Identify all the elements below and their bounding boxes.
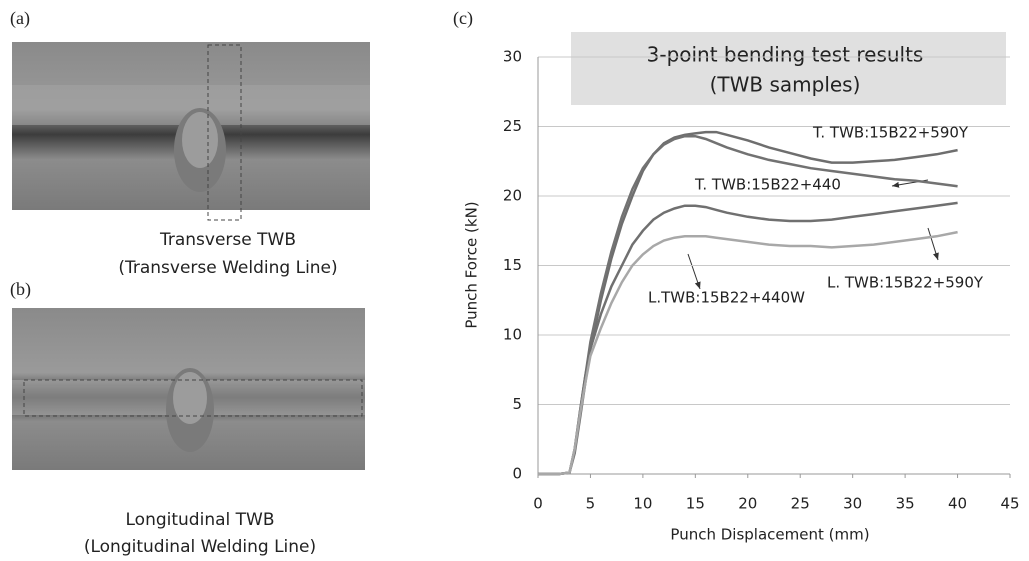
series-label: T. TWB:15B22+440 [694,176,841,194]
panel-label: (a) [10,8,30,29]
x-tick-label: 10 [633,495,652,513]
photo-b [12,308,365,470]
y-tick-label: 20 [503,187,522,205]
panel-label: (c) [453,8,473,29]
caption: (Longitudinal Welding Line) [84,537,316,557]
x-tick-label: 45 [1000,495,1019,513]
panel-label: (b) [10,279,31,300]
x-tick-label: 35 [896,495,915,513]
series-label: L.TWB:15B22+440W [648,289,805,307]
x-tick-label: 0 [533,495,543,513]
y-tick-label: 15 [503,256,522,274]
x-axis-label: Punch Displacement (mm) [670,526,869,544]
y-tick-label: 0 [512,465,522,483]
chart-title: 3-point bending test results [647,43,924,67]
y-tick-label: 5 [512,395,522,413]
x-tick-label: 25 [791,495,810,513]
x-tick-label: 40 [948,495,967,513]
series-line [538,201,958,476]
y-tick-label: 10 [503,326,522,344]
x-tick-label: 5 [586,495,596,513]
title-box [571,32,1006,105]
caption: Longitudinal TWB [126,510,275,530]
x-tick-label: 20 [738,495,757,513]
x-tick-label: 15 [686,495,705,513]
series-line [538,230,958,476]
y-axis-label: Punch Force (kN) [463,201,481,328]
photo-a [12,42,370,221]
y-tick-label: 25 [503,117,522,135]
caption: (Transverse Welding Line) [118,258,337,278]
y-tick-label: 30 [503,48,522,66]
caption: Transverse TWB [159,230,296,250]
series-label: T. TWB:15B22+590Y [812,124,969,142]
series-label: L. TWB:15B22+590Y [827,274,984,292]
x-tick-label: 30 [843,495,862,513]
chart-title: (TWB samples) [710,73,861,97]
